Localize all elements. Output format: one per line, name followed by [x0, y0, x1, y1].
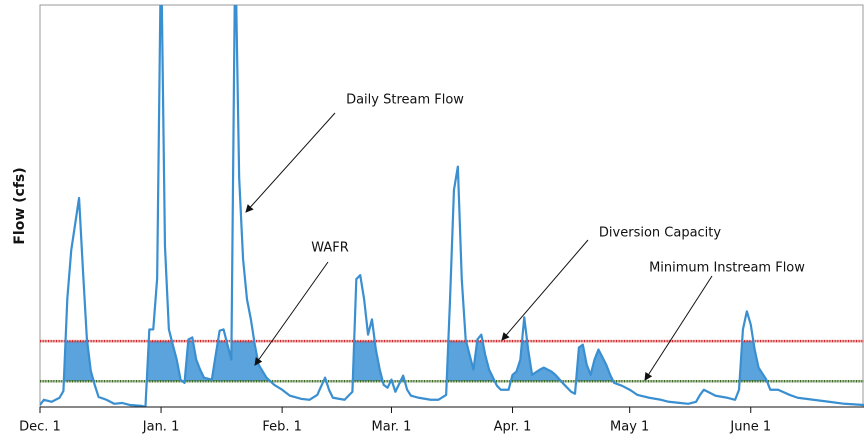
- flow-line: [40, 5, 864, 407]
- plot-area: [40, 5, 864, 407]
- x-tick-label: Dec. 1: [19, 420, 61, 435]
- x-tick-label: Jan. 1: [142, 420, 180, 435]
- y-axis-label: Flow (cfs): [12, 167, 28, 244]
- x-tick-label: June 1: [729, 420, 771, 435]
- annotation: Daily Stream Flow: [346, 93, 464, 108]
- annotation: Minimum Instream Flow: [649, 261, 805, 276]
- annotation-arrow: [501, 239, 589, 341]
- x-tick-label: Feb. 1: [262, 420, 302, 435]
- annotation: Diversion Capacity: [599, 226, 721, 241]
- annotation-arrow: [245, 112, 336, 213]
- x-tick-label: May 1: [610, 420, 649, 435]
- annotation: WAFR: [311, 241, 349, 256]
- annotation-arrow: [254, 261, 329, 366]
- wafr-area: [63, 341, 767, 382]
- x-tick-label: Apr. 1: [494, 420, 532, 435]
- annotation-arrow: [644, 275, 713, 381]
- x-tick-label: Mar. 1: [372, 420, 412, 435]
